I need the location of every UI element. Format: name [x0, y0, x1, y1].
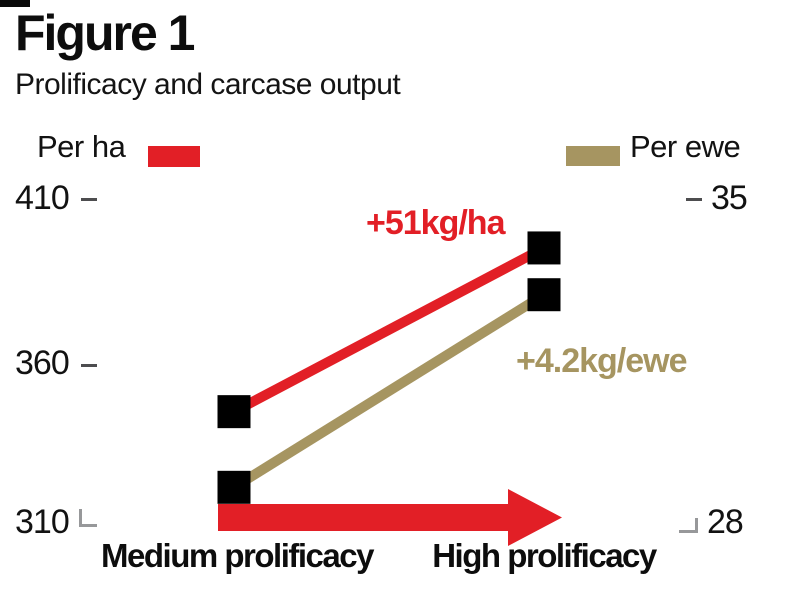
figure-title: Figure 1 [15, 5, 195, 61]
right-axis-tick-35: 35 [711, 179, 748, 217]
per-ha-line [231, 243, 547, 417]
per-ewe-swatch [566, 146, 620, 166]
per-ha-marker-medium [217, 395, 251, 429]
per-ha-swatch [148, 146, 200, 167]
per-ewe-marker-medium [217, 470, 251, 504]
per-ewe-gain-label: +4.2kg/ewe [516, 342, 688, 380]
right-axis-corner-tick [679, 518, 698, 533]
figure-subtitle: Prolificacy and carcase output [15, 68, 401, 101]
right-axis-tick-mark-35 [686, 198, 702, 201]
left-axis-tick-360: 360 [15, 344, 70, 382]
left-axis-corner-tick [79, 509, 97, 527]
x-category-high-prolificacy: High prolificacy [432, 537, 657, 574]
per-ha-gain-label: +51kg/ha [366, 204, 505, 242]
per-ha-marker-high [527, 231, 561, 265]
legend-per-ewe-label: Per ewe [630, 129, 741, 164]
x-category-medium-prolificacy: Medium prolificacy [101, 537, 374, 574]
left-axis-tick-410: 410 [15, 179, 70, 217]
left-axis-tick-mark-360 [81, 364, 97, 367]
right-axis-tick-28: 28 [707, 503, 744, 541]
per-ewe-line [231, 290, 547, 492]
per-ewe-marker-high [527, 278, 561, 312]
page-corner-mark [0, 0, 30, 7]
left-axis-tick-310: 310 [15, 503, 70, 541]
legend-per-ha-label: Per ha [37, 129, 126, 164]
left-axis-tick-mark-410 [81, 198, 97, 201]
